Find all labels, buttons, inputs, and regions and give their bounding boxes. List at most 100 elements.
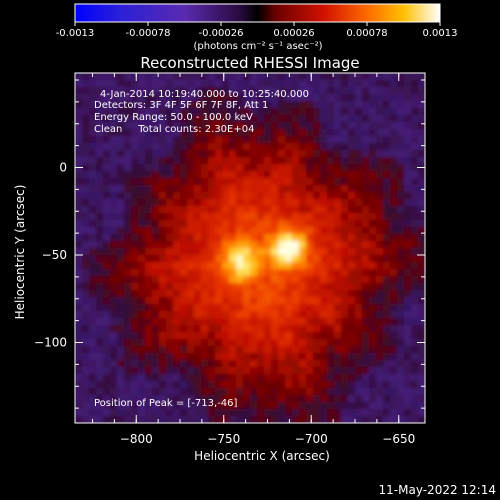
- heatmap-cell: [89, 339, 97, 347]
- heatmap-cell: [180, 402, 188, 410]
- heatmap-cell: [250, 171, 258, 179]
- heatmap-cell: [348, 213, 356, 221]
- heatmap-cell: [110, 255, 118, 263]
- heatmap-cell: [201, 374, 209, 382]
- heatmap-cell: [187, 290, 195, 298]
- heatmap-cell: [166, 402, 174, 410]
- heatmap-cell: [138, 150, 146, 158]
- heatmap-cell: [383, 178, 391, 186]
- heatmap-cell: [75, 276, 83, 284]
- heatmap-cell: [362, 178, 370, 186]
- heatmap-cell: [362, 101, 370, 109]
- heatmap-cell: [250, 220, 258, 228]
- heatmap-cell: [75, 213, 83, 221]
- heatmap-cell: [397, 269, 405, 277]
- heatmap-cell: [124, 171, 132, 179]
- heatmap-cell: [362, 395, 370, 403]
- heatmap-cell: [313, 311, 321, 319]
- heatmap-cell: [418, 185, 425, 193]
- heatmap-cell: [131, 374, 139, 382]
- heatmap-cell: [271, 192, 279, 200]
- heatmap-cell: [194, 374, 202, 382]
- heatmap-cell: [89, 346, 97, 354]
- heatmap-cell: [103, 276, 111, 284]
- heatmap-cell: [313, 73, 321, 81]
- heatmap-cell: [313, 115, 321, 123]
- heatmap-cell: [264, 409, 272, 417]
- heatmap-cell: [229, 164, 237, 172]
- heatmap-cell: [89, 374, 97, 382]
- heatmap-cell: [201, 388, 209, 396]
- heatmap-cell: [89, 381, 97, 389]
- heatmap-cell: [397, 185, 405, 193]
- heatmap-cell: [75, 108, 83, 116]
- heatmap-cell: [124, 374, 132, 382]
- heatmap-cell: [201, 360, 209, 368]
- heatmap-cell: [222, 164, 230, 172]
- heatmap-cell: [229, 416, 237, 423]
- heatmap-cell: [306, 150, 314, 158]
- heatmap-cell: [124, 269, 132, 277]
- heatmap-cell: [327, 115, 335, 123]
- heatmap-cell: [215, 206, 223, 214]
- heatmap-cell: [418, 178, 425, 186]
- heatmap-cell: [96, 402, 104, 410]
- heatmap-cell: [334, 108, 342, 116]
- heatmap-cell: [117, 227, 125, 235]
- heatmap-cell: [243, 227, 251, 235]
- heatmap-cell: [166, 115, 174, 123]
- heatmap-cell: [89, 283, 97, 291]
- heatmap-cell: [306, 297, 314, 305]
- heatmap-cell: [341, 255, 349, 263]
- heatmap-cell: [397, 213, 405, 221]
- heatmap-cell: [376, 206, 384, 214]
- heatmap-cell: [75, 101, 83, 109]
- heatmap-cell: [411, 402, 419, 410]
- heatmap-cell: [138, 416, 146, 423]
- heatmap-cell: [75, 325, 83, 333]
- heatmap-cell: [383, 171, 391, 179]
- heatmap-cell: [82, 409, 90, 417]
- heatmap-cell: [236, 318, 244, 326]
- heatmap-cell: [187, 122, 195, 130]
- heatmap-cell: [299, 143, 307, 151]
- heatmap-cell: [194, 248, 202, 256]
- heatmap-cell: [418, 262, 425, 270]
- heatmap-cell: [96, 87, 104, 95]
- heatmap-cell: [299, 171, 307, 179]
- heatmap-cell: [320, 129, 328, 137]
- heatmap-cell: [166, 108, 174, 116]
- heatmap-cell: [320, 192, 328, 200]
- heatmap-cell: [166, 290, 174, 298]
- heatmap-cell: [278, 283, 286, 291]
- heatmap-cell: [327, 178, 335, 186]
- heatmap-cell: [131, 262, 139, 270]
- heatmap-cell: [320, 178, 328, 186]
- heatmap-cell: [334, 402, 342, 410]
- heatmap-cell: [124, 164, 132, 172]
- heatmap-cell: [103, 304, 111, 312]
- heatmap-cell: [201, 311, 209, 319]
- heatmap-cell: [152, 115, 160, 123]
- heatmap-cell: [96, 227, 104, 235]
- heatmap-cell: [201, 206, 209, 214]
- heatmap-cell: [376, 115, 384, 123]
- heatmap-cell: [229, 94, 237, 102]
- heatmap-cell: [278, 248, 286, 256]
- heatmap-cell: [390, 283, 398, 291]
- heatmap-cell: [271, 206, 279, 214]
- heatmap-cell: [334, 276, 342, 284]
- heatmap-cell: [306, 416, 314, 423]
- heatmap-cell: [194, 115, 202, 123]
- heatmap-cell: [124, 241, 132, 249]
- heatmap-cell: [390, 332, 398, 340]
- heatmap-cell: [89, 94, 97, 102]
- heatmap-cell: [236, 297, 244, 305]
- heatmap-cell: [173, 402, 181, 410]
- heatmap-cell: [173, 297, 181, 305]
- heatmap-cell: [166, 185, 174, 193]
- heatmap-cell: [75, 290, 83, 298]
- heatmap-cell: [166, 353, 174, 361]
- heatmap-cell: [348, 332, 356, 340]
- heatmap-cell: [390, 157, 398, 165]
